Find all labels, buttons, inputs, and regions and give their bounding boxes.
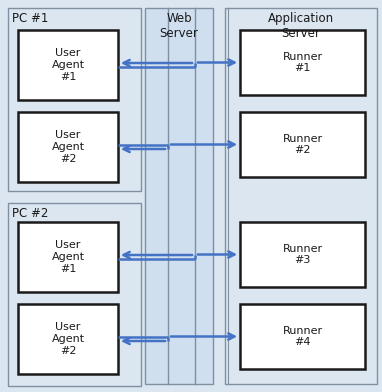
Text: Application
Server: Application Server xyxy=(268,12,334,40)
Text: Runner
#4: Runner #4 xyxy=(282,326,322,347)
Text: User
Agent
#1: User Agent #1 xyxy=(52,240,84,274)
Bar xyxy=(18,112,118,182)
Text: PC #2: PC #2 xyxy=(12,207,49,220)
Text: User
Agent
#2: User Agent #2 xyxy=(52,322,84,356)
Text: PC #1: PC #1 xyxy=(12,12,49,25)
Bar xyxy=(240,30,365,95)
Text: Runner
#2: Runner #2 xyxy=(282,134,322,155)
Bar xyxy=(18,30,118,100)
Bar xyxy=(18,222,118,292)
Text: Runner
#3: Runner #3 xyxy=(282,244,322,265)
Bar xyxy=(8,203,141,386)
Bar xyxy=(18,304,118,374)
Text: User
Agent
#2: User Agent #2 xyxy=(52,131,84,163)
Bar xyxy=(8,8,141,191)
Bar xyxy=(225,8,377,384)
Text: User
Agent
#1: User Agent #1 xyxy=(52,48,84,82)
Bar xyxy=(240,304,365,369)
Bar xyxy=(145,8,213,384)
Text: Runner
#1: Runner #1 xyxy=(282,52,322,73)
Bar xyxy=(240,112,365,177)
Text: Web
Server: Web Server xyxy=(160,12,198,40)
Bar xyxy=(240,222,365,287)
